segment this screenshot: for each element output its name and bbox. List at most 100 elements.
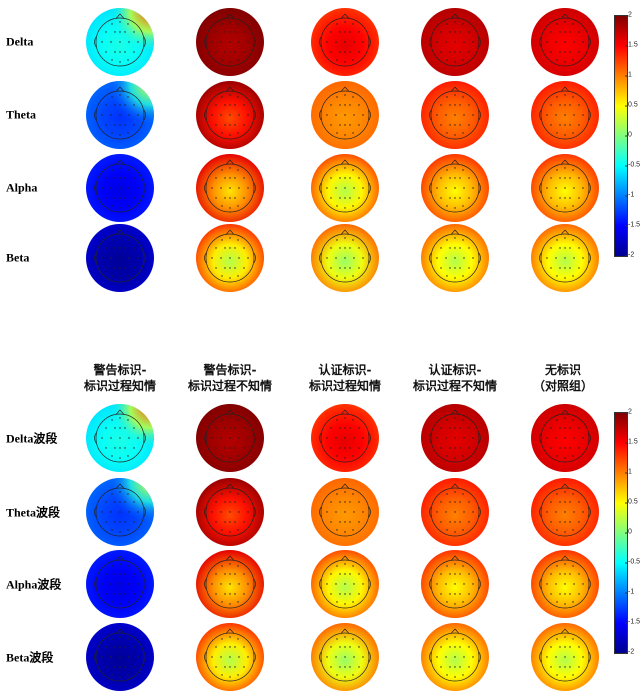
column-header-line: 标识过程不知情 [412, 379, 497, 393]
colorbar-tick-label: 0 [625, 131, 632, 139]
topomap [86, 154, 154, 222]
electrode-dots [546, 237, 584, 279]
electrode-dots [546, 417, 584, 459]
colorbar [614, 412, 628, 654]
colorbar-tick-label: 1 [625, 468, 632, 476]
head-outline-icon [319, 483, 371, 537]
head-outline-icon [204, 86, 256, 140]
topomap [86, 81, 154, 149]
electrode-dots [211, 491, 249, 533]
head-outline-icon [204, 483, 256, 537]
electrode-dots [101, 417, 139, 459]
electrode-dots [436, 636, 474, 678]
topomap [86, 224, 154, 292]
electrode-dots [211, 167, 249, 209]
column-header-2: 警告标识- 标识过程不知情 [175, 362, 285, 394]
head-outline-icon [94, 483, 146, 537]
topomap [421, 478, 489, 546]
head-outline-icon [539, 555, 591, 609]
head-outline-icon [94, 229, 146, 283]
electrode-dots [326, 636, 364, 678]
row-label-beta: Beta [6, 250, 30, 265]
topomap [531, 550, 599, 618]
head-outline-icon [94, 628, 146, 682]
row-label-delta-band: Delta波段 [6, 431, 58, 446]
column-header-line: 警告标识- [93, 363, 147, 377]
topomap [86, 8, 154, 76]
topomap [196, 154, 264, 222]
topomap [531, 623, 599, 691]
head-outline-icon [204, 409, 256, 463]
topomap [421, 8, 489, 76]
topomap [196, 550, 264, 618]
topomap [531, 224, 599, 292]
colorbar-tick-label: -2 [624, 251, 635, 259]
head-outline-icon [319, 159, 371, 213]
colorbar-tick-label: 1.5 [625, 41, 638, 49]
head-outline-icon [204, 229, 256, 283]
topomap [311, 550, 379, 618]
topomap [421, 623, 489, 691]
column-header-3: 认证标识- 标识过程知情 [290, 362, 400, 394]
electrode-dots [211, 94, 249, 136]
topomap [311, 623, 379, 691]
electrode-dots [436, 417, 474, 459]
topomap [86, 623, 154, 691]
head-outline-icon [539, 628, 591, 682]
head-outline-icon [319, 555, 371, 609]
row-label-delta: Delta [6, 34, 34, 49]
topomap [196, 404, 264, 472]
electrode-dots [101, 636, 139, 678]
colorbar-tick-label: 2 [625, 11, 632, 19]
head-outline-icon [94, 555, 146, 609]
electrode-dots [326, 21, 364, 63]
head-outline-icon [429, 409, 481, 463]
colorbar-tick-label: 2 [625, 408, 632, 416]
head-outline-icon [429, 86, 481, 140]
electrode-dots [101, 21, 139, 63]
head-outline-icon [429, 159, 481, 213]
column-header-line: 无标识 [544, 363, 581, 377]
colorbar-tick-label: 0 [625, 528, 632, 536]
column-header-line: 认证标识- [428, 363, 482, 377]
colorbar [614, 15, 628, 257]
colorbar-tick-label: -1.5 [624, 618, 641, 626]
head-outline-icon [94, 86, 146, 140]
electrode-dots [101, 491, 139, 533]
electrode-dots [436, 167, 474, 209]
topomap [421, 81, 489, 149]
topomap [196, 8, 264, 76]
head-outline-icon [204, 555, 256, 609]
electrode-dots [326, 167, 364, 209]
head-outline-icon [539, 13, 591, 67]
electrode-dots [546, 167, 584, 209]
electrode-dots [211, 636, 249, 678]
head-outline-icon [429, 555, 481, 609]
electrode-dots [211, 417, 249, 459]
head-outline-icon [539, 409, 591, 463]
column-header-line: 标识过程不知情 [187, 379, 272, 393]
electrode-dots [436, 94, 474, 136]
topomap [421, 404, 489, 472]
electrode-dots [326, 417, 364, 459]
electrode-dots [101, 563, 139, 605]
topomap [531, 478, 599, 546]
topomap [86, 550, 154, 618]
row-label-theta-band: Theta波段 [6, 505, 61, 520]
row-label-alpha: Alpha [6, 180, 38, 195]
topomap [421, 154, 489, 222]
electrode-dots [326, 94, 364, 136]
colorbar-tick-label: 0.5 [625, 101, 638, 109]
topomap [196, 81, 264, 149]
topomap [311, 404, 379, 472]
topomap [311, 478, 379, 546]
topomap [531, 154, 599, 222]
colorbar-tick-label: -1.5 [624, 221, 641, 229]
head-outline-icon [204, 159, 256, 213]
colorbar-tick-label: -0.5 [624, 161, 641, 169]
electrode-dots [436, 237, 474, 279]
head-outline-icon [429, 483, 481, 537]
electrode-dots [101, 94, 139, 136]
topomap [531, 404, 599, 472]
